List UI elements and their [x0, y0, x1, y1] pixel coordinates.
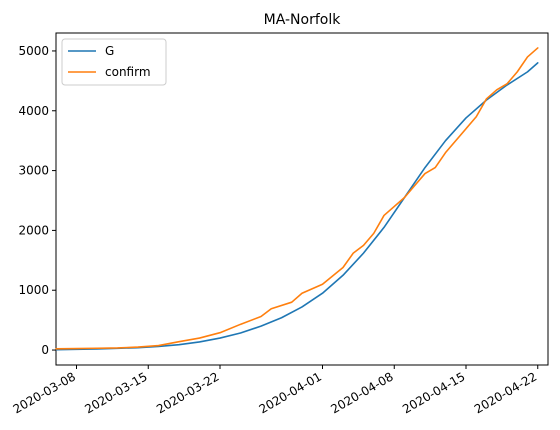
chart-title: MA-Norfolk: [264, 12, 342, 28]
y-tick-label-5: 5000: [18, 44, 49, 58]
series-line-0: [56, 63, 538, 350]
legend-label-1: confirm: [105, 65, 151, 79]
y-tick-label-0: 0: [41, 343, 49, 357]
y-tick-label-4: 4000: [18, 104, 49, 118]
legend-label-0: G: [105, 44, 114, 58]
ticks-layer: 0 1000 2000 3000 4000 5000 2020-03-08 2020-03-1…: [11, 44, 540, 417]
x-tick-label-2: 2020-03-22: [154, 369, 221, 416]
x-tick-label-4: 2020-04-08: [328, 369, 395, 416]
x-tick-label-3: 2020-04-01: [257, 369, 324, 416]
x-tick-label-1: 2020-03-15: [82, 369, 149, 416]
x-tick-label-6: 2020-04-22: [472, 369, 539, 416]
series-layer: [56, 48, 538, 350]
x-tick-label-0: 2020-03-08: [11, 369, 78, 416]
y-tick-label-3: 3000: [18, 164, 49, 178]
y-tick-label-1: 1000: [18, 283, 49, 297]
x-tick-label-5: 2020-04-15: [400, 369, 467, 416]
series-line-1: [56, 48, 538, 349]
y-tick-label-2: 2000: [18, 223, 49, 237]
